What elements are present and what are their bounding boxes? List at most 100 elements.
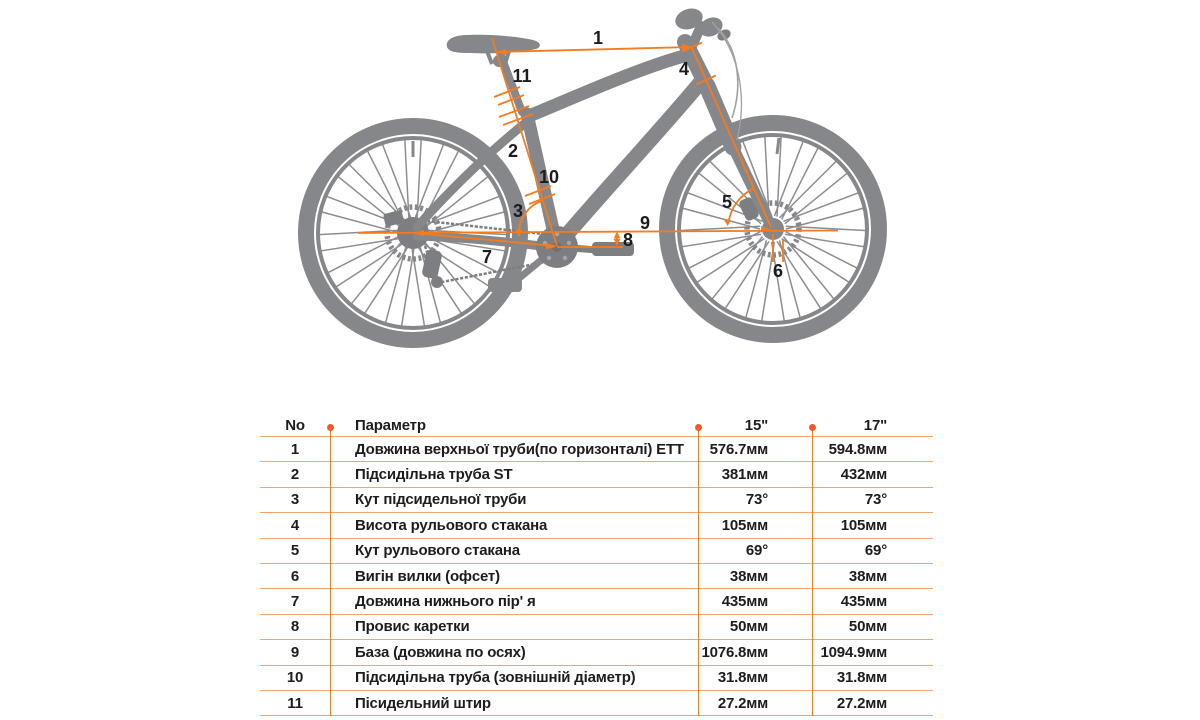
- table-row: 8 Провис каретки 50мм 50мм: [260, 615, 933, 641]
- cell-no: 11: [287, 694, 303, 712]
- dim-line-head-fork-axis: [690, 45, 772, 228]
- front-brake-caliper: [739, 197, 759, 221]
- cell-param: Кут рульового стакана: [355, 542, 520, 560]
- front-tire: [659, 115, 887, 343]
- front-valve: [775, 137, 781, 155]
- cell-v15: 435мм: [721, 593, 768, 611]
- dim-line-1-top-tube: [495, 46, 693, 53]
- seat-tube: [520, 107, 564, 254]
- cell-no: 2: [290, 466, 300, 484]
- cell-v15: 1076.8мм: [701, 643, 769, 661]
- right-pedal: [592, 242, 634, 256]
- table-row: 6 Вигін вилки (офсет) 38мм 38мм: [260, 564, 933, 590]
- cell-v15: 73°: [745, 491, 768, 509]
- shift-cable: [711, 21, 743, 141]
- column-divider-1: [329, 427, 331, 716]
- cell-v15: 576.7мм: [709, 440, 769, 458]
- table-row: 10 Підсидільна труба (зовнішній діаметр) 3…: [260, 666, 933, 691]
- cell-no: 4: [290, 516, 300, 534]
- label-9: 9: [640, 213, 650, 233]
- cell-v17: 1094.9мм: [820, 643, 888, 661]
- cell-param: Вигін вилки (офсет): [355, 567, 500, 585]
- label-3: 3: [513, 201, 523, 221]
- cell-no: 1: [290, 440, 300, 458]
- cell-v17: 69°: [864, 542, 887, 560]
- cell-param: Довжина верхньої труби(по горизонталі) Е…: [355, 440, 684, 458]
- table-header-row: No Параметр 15" 17": [260, 415, 933, 437]
- column-divider-3: [811, 427, 813, 716]
- cell-v15: 31.8мм: [717, 669, 768, 687]
- dim-tick-collar-b: [502, 113, 534, 126]
- cell-no: 3: [290, 491, 300, 509]
- cell-v17: 50мм: [848, 618, 887, 636]
- cell-param: Кут підсидельної труби: [355, 491, 527, 509]
- rear-spokes: [318, 139, 508, 327]
- label-6: 6: [773, 261, 783, 281]
- handlebar: [675, 8, 743, 141]
- col-header-15in: 15": [744, 417, 768, 434]
- dim-tick-collar-a: [498, 105, 530, 118]
- col-header-param: Параметр: [355, 417, 426, 434]
- top-tube: [522, 49, 691, 123]
- dim-line-7-chainstay: [413, 232, 556, 247]
- crankset: [488, 226, 634, 292]
- dim-arc-5-head-angle: [727, 187, 756, 223]
- cell-v17: 73°: [864, 491, 887, 509]
- down-tube: [551, 76, 707, 252]
- cell-v17: 105мм: [840, 516, 887, 534]
- dimension-arrowheads: [414, 43, 771, 250]
- table-row: 2 Підсидільна труба ST 381мм 432мм: [260, 462, 933, 488]
- cell-v17: 594.8мм: [828, 440, 888, 458]
- dim-line-9-wheelbase: [357, 229, 839, 234]
- dim-tick-11b: [497, 94, 525, 106]
- label-8: 8: [623, 230, 633, 250]
- table-row: 5 Кут рульового стакана 69° 69°: [260, 539, 933, 564]
- dim-tick-10a: [524, 185, 552, 197]
- cell-v15: 381мм: [721, 466, 768, 484]
- dimension-lines: [357, 37, 839, 262]
- label-2: 2: [508, 141, 518, 161]
- label-11: 11: [512, 66, 531, 86]
- cell-no: 8: [290, 618, 300, 636]
- cell-v17: 432мм: [840, 466, 887, 484]
- cell-v15: 27.2мм: [717, 694, 768, 712]
- label-7: 7: [482, 247, 492, 267]
- dim-arc-3-seat-angle: [518, 199, 544, 234]
- cell-param: Підсидільна труба ST: [355, 466, 513, 484]
- table-row: 4 Висота рульового стакана 105мм 105мм: [260, 513, 933, 539]
- left-pedal: [488, 278, 522, 292]
- bike-diagram: 1 2 3 4 5 6 7 8 9 10 11: [298, 8, 887, 348]
- front-rim: [677, 133, 869, 325]
- col-header-no: No: [285, 417, 305, 434]
- cell-no: 9: [290, 643, 300, 661]
- dim-line-2-seat-tube-axis: [491, 37, 558, 247]
- label-10: 10: [539, 167, 559, 187]
- cell-v15: 38мм: [729, 567, 768, 585]
- cell-v15: 69°: [745, 542, 768, 560]
- label-1: 1: [593, 28, 603, 48]
- dim-tick-10b: [528, 193, 556, 205]
- cell-param: Висота рульового стакана: [355, 516, 548, 534]
- table-row: 3 Кут підсидельної труби 73° 73°: [260, 488, 933, 514]
- cell-no: 6: [290, 567, 300, 585]
- divider-dot-3: [808, 423, 816, 431]
- frame: [412, 34, 776, 254]
- cell-param: Провис каретки: [355, 618, 470, 636]
- cell-no: 7: [290, 593, 300, 611]
- dimension-labels: 1 2 3 4 5 6 7 8 9 10 11: [482, 28, 783, 281]
- cell-v17: 31.8мм: [836, 669, 887, 687]
- cell-param: Підсидільна труба (зовнішній діаметр): [355, 669, 636, 687]
- cell-v15: 50мм: [729, 618, 768, 636]
- fork-crown: [698, 77, 742, 156]
- dim-tick-11a: [493, 86, 521, 98]
- table-body: 1 Довжина верхньої труби(по горизонталі) …: [260, 437, 933, 717]
- column-divider-2: [697, 427, 699, 716]
- cell-v15: 105мм: [721, 516, 768, 534]
- label-4: 4: [679, 59, 689, 79]
- label-5: 5: [722, 192, 732, 212]
- cell-v17: 435мм: [840, 593, 887, 611]
- seatpost: [497, 52, 526, 116]
- col-header-17in: 17": [863, 417, 887, 434]
- table-row: 1 Довжина верхньої труби(по горизонталі) …: [260, 437, 933, 463]
